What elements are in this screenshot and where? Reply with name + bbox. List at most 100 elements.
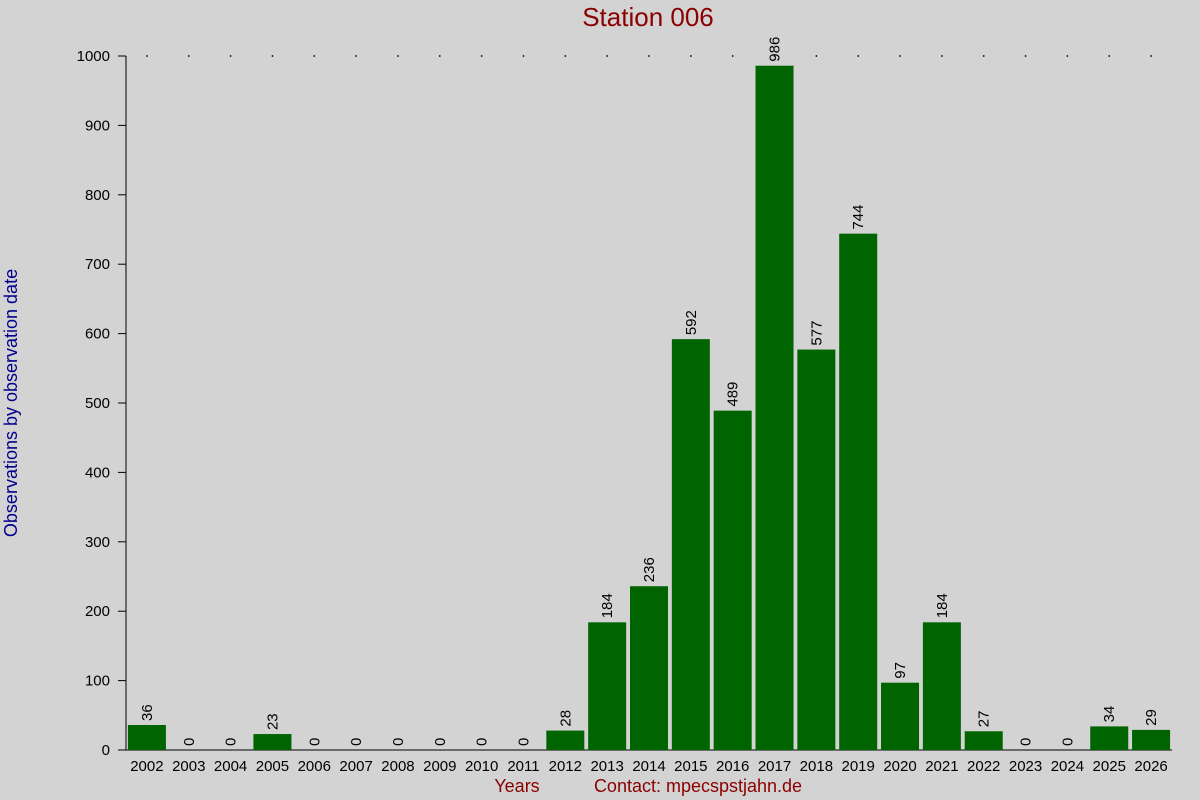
value-label-2024: 0 [1059,738,1076,746]
x-tick-label: 2019 [842,758,875,775]
y-tick-label: 1000 [77,48,110,65]
value-label-2020: 97 [892,662,909,679]
top-reference-dot [187,55,190,57]
bar-2014 [630,586,668,750]
y-tick-label: 200 [85,603,110,620]
labels-layer: 2002 36 2003 0 2004 0 2005 23 2006 0 2007 0 2008 0 200… [130,37,1168,775]
y-tick-label: 500 [85,395,110,412]
top-reference-dot [355,55,358,57]
value-label-2005: 23 [264,713,281,730]
value-label-2002: 36 [139,704,156,721]
value-label-2008: 0 [390,738,407,746]
bar-2016 [713,410,752,750]
value-label-2025: 34 [1101,706,1118,723]
x-tick-label: 2014 [632,758,665,775]
top-reference-dot [480,55,483,57]
value-label-2019: 744 [850,205,867,230]
y-tick-label: 600 [85,326,110,343]
bar-2012 [546,730,585,750]
x-tick-label: 2024 [1051,758,1084,775]
bar-2018 [797,349,836,750]
y-tick-label: 800 [85,187,110,204]
x-tick-label: 2015 [674,758,707,775]
bar-2026 [1132,729,1171,750]
y-tick-label: 400 [85,464,110,481]
bar-2020 [881,682,920,750]
value-label-2017: 986 [767,37,784,62]
top-reference-dot [899,55,901,57]
x-tick-label: 2013 [590,758,623,775]
top-reference-dot [564,55,567,57]
top-reference-dot [1066,55,1069,57]
x-tick-label: 2017 [758,758,791,775]
x-tick-label: 2007 [339,758,372,775]
x-tick-label: 2009 [423,758,456,775]
top-reference-dot [606,55,609,57]
value-label-2021: 184 [934,593,951,618]
top-reference-dot [1108,55,1111,57]
chart-title: Station 006 [582,2,714,32]
bar-2017 [755,65,794,750]
x-tick-label: 2026 [1134,758,1167,775]
bar-2019 [839,233,878,750]
x-tick-label: 2004 [214,758,247,775]
top-reference-dot [271,55,274,57]
top-reference-dot [648,55,650,57]
top-reference-dot [731,55,734,57]
x-axis-label: Years [494,776,539,796]
bar-2022 [964,731,1003,750]
x-tick-label: 2010 [465,758,498,775]
top-reference-dot [229,55,232,57]
top-reference-dot [1024,55,1027,57]
bar-2002 [127,725,166,750]
top-reference-dot [522,55,525,57]
bars-layer [127,65,1171,750]
x-tick-label: 2008 [381,758,414,775]
value-label-2004: 0 [223,738,240,746]
value-label-2026: 29 [1143,709,1160,726]
bar-2021 [922,622,961,750]
top-reference-dot [857,55,860,57]
top-reference-dot [815,55,818,57]
value-label-2022: 27 [976,711,993,728]
value-label-2010: 0 [474,738,491,746]
top-reference-dot [1150,55,1152,57]
value-label-2015: 592 [683,310,700,335]
y-axis-label: Observations by observation date [1,269,21,537]
bar-2013 [588,622,627,750]
top-reference-dot [313,55,316,57]
top-reference-dot [438,55,441,57]
x-tick-label: 2022 [967,758,1000,775]
x-tick-label: 2011 [507,758,539,775]
x-tick-label: 2023 [1009,758,1042,775]
value-label-2006: 0 [306,738,323,746]
value-label-2007: 0 [348,738,365,746]
top-reference-dot [689,55,692,57]
y-tick-label: 300 [85,534,110,551]
top-reference-dot [397,55,399,57]
value-label-2016: 489 [725,382,742,407]
value-label-2013: 184 [599,593,616,618]
x-tick-label: 2012 [549,758,582,775]
x-tick-label: 2016 [716,758,749,775]
y-tick-label: 0 [102,742,110,759]
value-label-2003: 0 [181,738,198,746]
bar-2015 [671,339,710,750]
x-tick-label: 2018 [800,758,833,775]
x-tick-label: 2003 [172,758,205,775]
value-label-2011: 0 [515,738,532,746]
x-tick-label: 2006 [298,758,331,775]
contact-text: Contact: mpecspstjahn.de [594,776,802,796]
x-tick-label: 2002 [130,758,163,775]
x-tick-label: 2005 [256,758,289,775]
bar-2005 [253,734,292,750]
value-label-2018: 577 [808,321,825,346]
top-reference-dot [773,55,776,57]
bar-2025 [1090,726,1129,750]
y-tick-label: 100 [85,673,110,690]
x-tick-label: 2021 [925,758,958,775]
top-reference-dot [146,55,148,57]
top-reference-dot [940,55,943,57]
y-tick-label: 900 [85,117,110,134]
